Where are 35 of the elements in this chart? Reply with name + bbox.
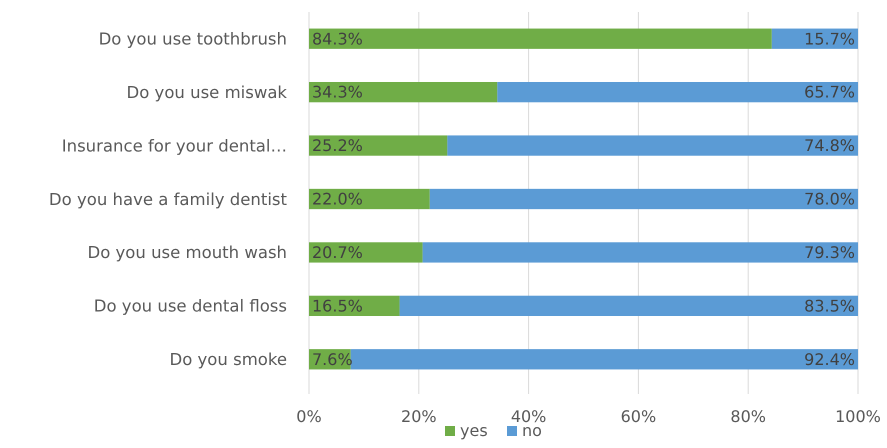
data-label: 78.0% bbox=[804, 190, 855, 209]
data-label: 22.0% bbox=[312, 190, 363, 209]
bar bbox=[497, 82, 858, 102]
data-label: 15.7% bbox=[804, 29, 855, 48]
data-label: 16.5% bbox=[312, 296, 363, 316]
x-tick-label: 100% bbox=[835, 407, 881, 426]
bar bbox=[350, 349, 858, 370]
bar bbox=[309, 28, 772, 49]
y-tick-label: Do you use dental floss bbox=[94, 296, 287, 316]
bar bbox=[430, 188, 858, 210]
x-tick-label: 0% bbox=[296, 407, 322, 426]
data-label: 34.3% bbox=[312, 82, 363, 102]
bar bbox=[447, 135, 858, 156]
data-label: 92.4% bbox=[804, 350, 855, 369]
bar bbox=[309, 82, 498, 102]
data-label: 83.5% bbox=[804, 296, 855, 316]
data-label: 84.3% bbox=[312, 29, 363, 48]
data-label: 25.2% bbox=[312, 136, 363, 156]
data-label: 65.7% bbox=[804, 82, 855, 102]
y-tick-label: Do you use toothbrush bbox=[98, 29, 287, 48]
data-label: 74.8% bbox=[804, 136, 855, 156]
data-label: 20.7% bbox=[312, 243, 363, 262]
x-tick-label: 80% bbox=[730, 407, 766, 426]
y-tick-label: Do you use mouth wash bbox=[87, 243, 287, 262]
data-label: 79.3% bbox=[804, 243, 855, 262]
bar bbox=[400, 296, 858, 316]
y-tick-label: Do you smoke bbox=[170, 350, 287, 370]
y-tick-label: Insurance for your dental… bbox=[62, 136, 287, 156]
bar bbox=[422, 242, 858, 263]
bar bbox=[309, 135, 448, 156]
x-tick-label: 60% bbox=[620, 407, 656, 426]
x-tick-label: 20% bbox=[401, 407, 437, 426]
y-tick-label: Do you have a family dentist bbox=[48, 190, 288, 209]
legend-label: yes bbox=[460, 421, 488, 440]
y-tick-label: Do you use miswak bbox=[126, 82, 288, 102]
